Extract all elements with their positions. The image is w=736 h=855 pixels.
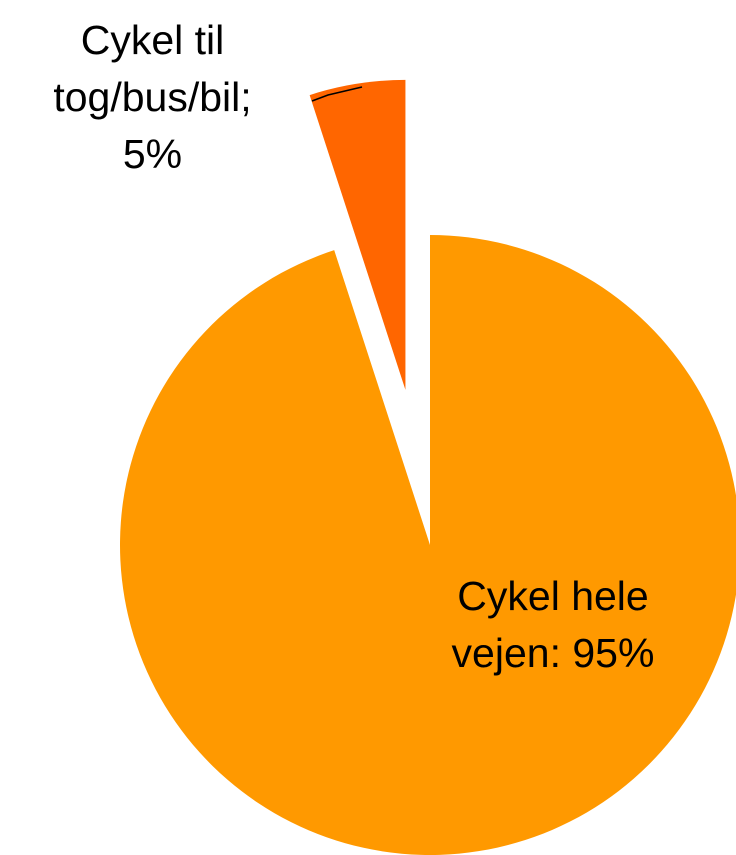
slice-name: Cykel hele vejen: xyxy=(451,573,649,676)
slice-name: Cykel til tog/bus/bil; xyxy=(53,17,252,120)
data-label: Cykel hele vejen: 95% xyxy=(400,568,706,682)
pie-slice xyxy=(120,235,736,855)
data-label: Cykel til tog/bus/bil; 5% xyxy=(0,12,305,183)
leader-line xyxy=(311,86,363,102)
slice-value: 5% xyxy=(122,131,183,177)
slice-value: 95% xyxy=(572,630,655,676)
pie-slice xyxy=(309,79,406,390)
